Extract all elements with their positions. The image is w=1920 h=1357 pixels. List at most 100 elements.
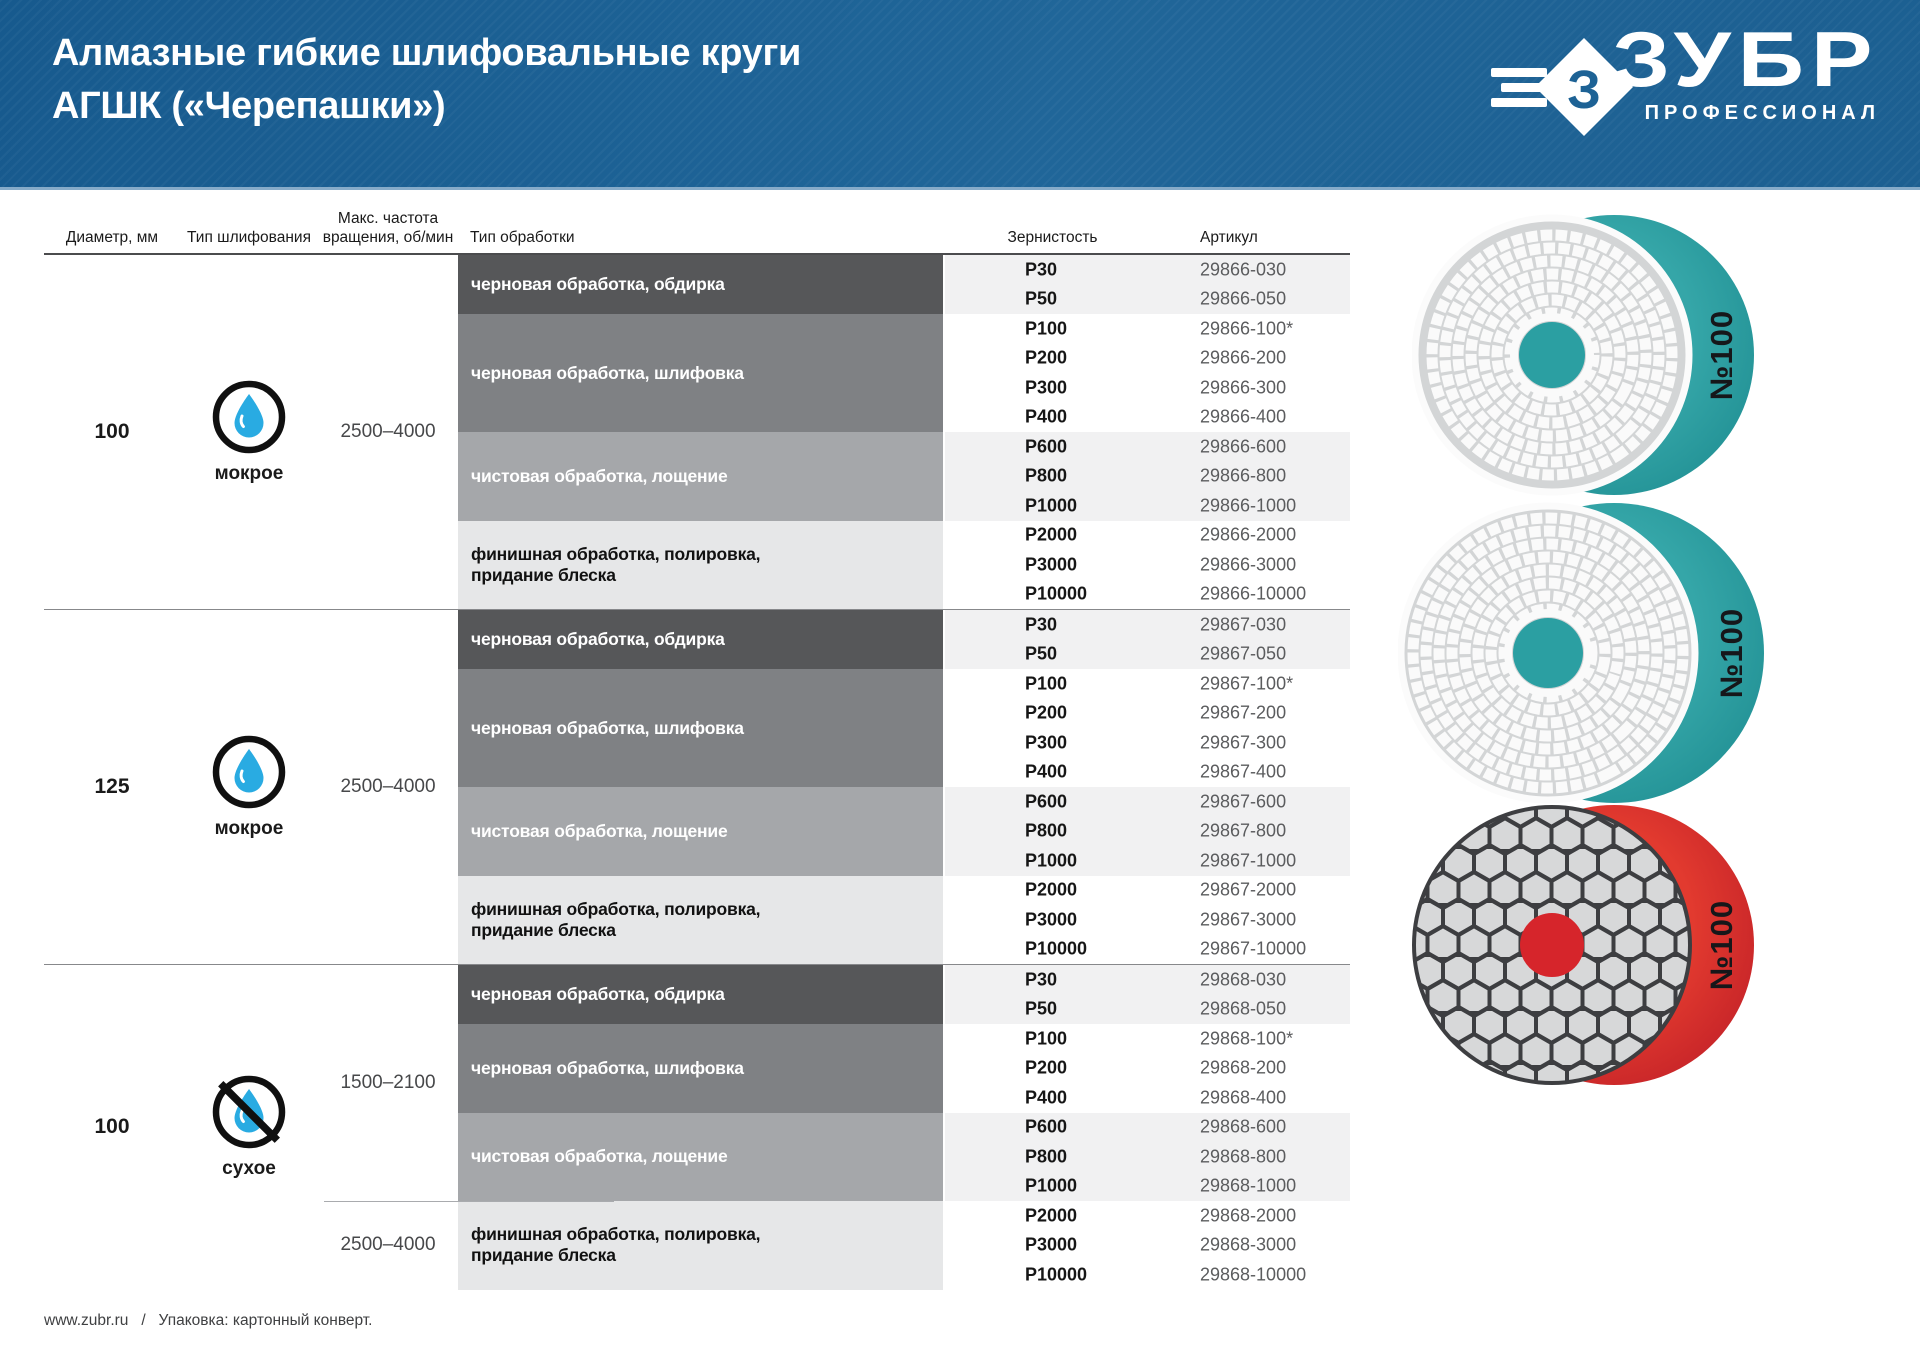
grit-value: P300 xyxy=(1025,377,1068,398)
max-rpm-value: 2500–4000 xyxy=(340,776,436,797)
column-header-rpm-line2: вращения, об/мин xyxy=(322,229,454,246)
grinding-type-label: сухое xyxy=(222,1158,276,1180)
article-number: 29868-100* xyxy=(1200,1028,1294,1049)
table-row: P3000 29866-3000 xyxy=(945,550,1350,580)
product-group: 100 сухое 1500–2100 2500–4000 черновая обраб… xyxy=(44,964,1350,1290)
dry-polishing-pad-image: №100 xyxy=(1412,805,1754,1085)
table-row: P1000 29868-1000 xyxy=(945,1172,1350,1202)
processing-block: черновая обработка, шлифовка P100 29866-10… xyxy=(458,314,1350,432)
max-rpm-value: 1500–2100 xyxy=(340,1072,436,1093)
grit-value: P50 xyxy=(1025,643,1058,664)
article-number: 29868-030 xyxy=(1200,969,1287,990)
processing-type-label: черновая обработка, обдирка xyxy=(471,984,725,1004)
processing-type-label: черновая обработка, обдирка xyxy=(471,629,725,649)
column-header-article: Артикул xyxy=(1200,229,1258,246)
article-number: 29867-400 xyxy=(1200,761,1287,782)
article-number: 29867-030 xyxy=(1200,614,1287,635)
grit-value: P200 xyxy=(1025,702,1068,723)
article-number: 29868-600 xyxy=(1200,1116,1287,1137)
table-row: P10000 29866-10000 xyxy=(945,580,1350,610)
processing-type-band: финишная обработка, полировка, придание … xyxy=(458,1201,945,1290)
backing-pad xyxy=(1474,215,1754,495)
table-row: P600 29866-600 xyxy=(945,432,1350,462)
brand-name: ЗУБР xyxy=(1612,15,1880,103)
max-rpm-value: 2500–4000 xyxy=(340,1234,436,1256)
table-row: P200 29867-200 xyxy=(945,699,1350,729)
article-number: 29866-400 xyxy=(1200,406,1287,427)
column-header-grinding: Тип шлифования xyxy=(187,229,311,246)
grit-value: P200 xyxy=(1025,1057,1068,1078)
column-header-grit: Зернистость xyxy=(1007,229,1098,246)
grit-article-rows: P30 29866-030 P50 29866-050 xyxy=(945,255,1350,314)
article-number: 29868-1000 xyxy=(1200,1175,1297,1196)
grit-value: P600 xyxy=(1025,436,1068,457)
article-number: 29866-600 xyxy=(1200,436,1287,457)
article-number: 29867-800 xyxy=(1200,820,1287,841)
table-row: P800 29866-800 xyxy=(945,462,1350,492)
grit-value: P10000 xyxy=(1025,583,1088,604)
processing-blocks: черновая обработка, обдирка P30 29867-030 P… xyxy=(458,610,1350,964)
grit-article-rows: P600 29868-600 P800 29868-800 P1000 29868-100… xyxy=(945,1112,1350,1202)
processing-block: черновая обработка, обдирка P30 29868-030 P… xyxy=(458,965,1350,1024)
table-row: P50 29866-050 xyxy=(945,285,1350,315)
table-row: P2000 29866-2000 xyxy=(945,521,1350,551)
article-number: 29866-800 xyxy=(1200,465,1287,486)
processing-block: черновая обработка, шлифовка P100 29868-10… xyxy=(458,1024,1350,1113)
grit-value: P1000 xyxy=(1025,495,1078,516)
article-number: 29868-050 xyxy=(1200,998,1287,1019)
diameter-cell: 100 xyxy=(44,255,180,609)
article-number: 29866-10000 xyxy=(1200,583,1307,604)
article-number: 29868-2000 xyxy=(1200,1205,1297,1226)
grit-article-rows: P2000 29866-2000 P3000 29866-3000 P10000 2986… xyxy=(945,521,1350,610)
processing-block: чистовая обработка, лощение P600 29867-600… xyxy=(458,787,1350,876)
table-groups: 100 мокрое 2500–4000 черновая обработка, об… xyxy=(44,255,1350,1290)
column-header-rpm-line1: Макс. частота xyxy=(337,210,439,227)
product-group: 125 мокрое 2500–4000 черновая обработка, об… xyxy=(44,609,1350,964)
water-drop-icon xyxy=(211,734,287,810)
processing-type-label: чистовая обработка, лощение xyxy=(471,820,728,841)
grit-article-rows: P30 29867-030 P50 29867-050 xyxy=(945,610,1350,669)
processing-type-band: черновая обработка, шлифовка xyxy=(458,1024,945,1113)
article-number: 29868-200 xyxy=(1200,1057,1287,1078)
article-number: 29866-2000 xyxy=(1200,524,1297,545)
processing-block: финишная обработка, полировка, придание … xyxy=(458,875,1350,965)
grit-value: P400 xyxy=(1025,761,1068,782)
processing-block: черновая обработка, шлифовка P100 29867-10… xyxy=(458,669,1350,787)
grinding-type-label: мокрое xyxy=(214,463,284,484)
grit-value: P2000 xyxy=(1025,524,1078,545)
table-row: P400 29868-400 xyxy=(945,1083,1350,1113)
processing-block: финишная обработка, полировка, придание … xyxy=(458,1201,1350,1290)
max-rpm-cell: 2500–4000 xyxy=(318,255,458,609)
backing-pad xyxy=(1464,503,1764,803)
grit-article-rows: P100 29868-100* P200 29868-200 P400 29868-400 xyxy=(945,1024,1350,1113)
grit-value: P3000 xyxy=(1025,909,1078,930)
diameter-value: 125 xyxy=(94,775,130,798)
grit-value: P3000 xyxy=(1025,554,1078,575)
table-row: P3000 29867-3000 xyxy=(945,905,1350,935)
article-number: 29866-050 xyxy=(1200,288,1287,309)
product-group: 100 мокрое 2500–4000 черновая обработка, об… xyxy=(44,255,1350,609)
processing-type-label: черновая обработка, шлифовка xyxy=(471,1057,744,1078)
table-row: P300 29866-300 xyxy=(945,373,1350,403)
table-row: P1000 29866-1000 xyxy=(945,491,1350,521)
processing-block: чистовая обработка, лощение P600 29868-600… xyxy=(458,1112,1350,1202)
processing-type-label: финишная обработка, полировка, придание … xyxy=(471,898,761,940)
rpm-divider-line xyxy=(324,1201,614,1202)
max-rpm-value: 2500–4000 xyxy=(340,421,436,442)
processing-blocks: черновая обработка, обдирка P30 29868-030 P… xyxy=(458,965,1350,1290)
disc-badge: №100 xyxy=(1704,310,1739,400)
grit-value: P30 xyxy=(1025,614,1058,635)
diameter-value: 100 xyxy=(94,420,130,443)
article-number: 29867-100* xyxy=(1200,673,1294,694)
grit-article-rows: P30 29868-030 P50 29868-050 xyxy=(945,965,1350,1024)
disc-badge: №100 xyxy=(1704,900,1739,990)
table-row: P600 29868-600 xyxy=(945,1113,1350,1143)
processing-type-band: черновая обработка, обдирка xyxy=(458,610,945,669)
grit-article-rows: P2000 29867-2000 P3000 29867-3000 P10000 2986… xyxy=(945,876,1350,965)
table-row: P30 29868-030 xyxy=(945,965,1350,995)
article-number: 29866-100* xyxy=(1200,318,1294,339)
grit-value: P200 xyxy=(1025,347,1068,368)
grinding-type-cell: мокрое xyxy=(180,255,318,609)
processing-type-label: финишная обработка, полировка, придание … xyxy=(471,543,761,585)
article-number: 29867-10000 xyxy=(1200,938,1307,959)
